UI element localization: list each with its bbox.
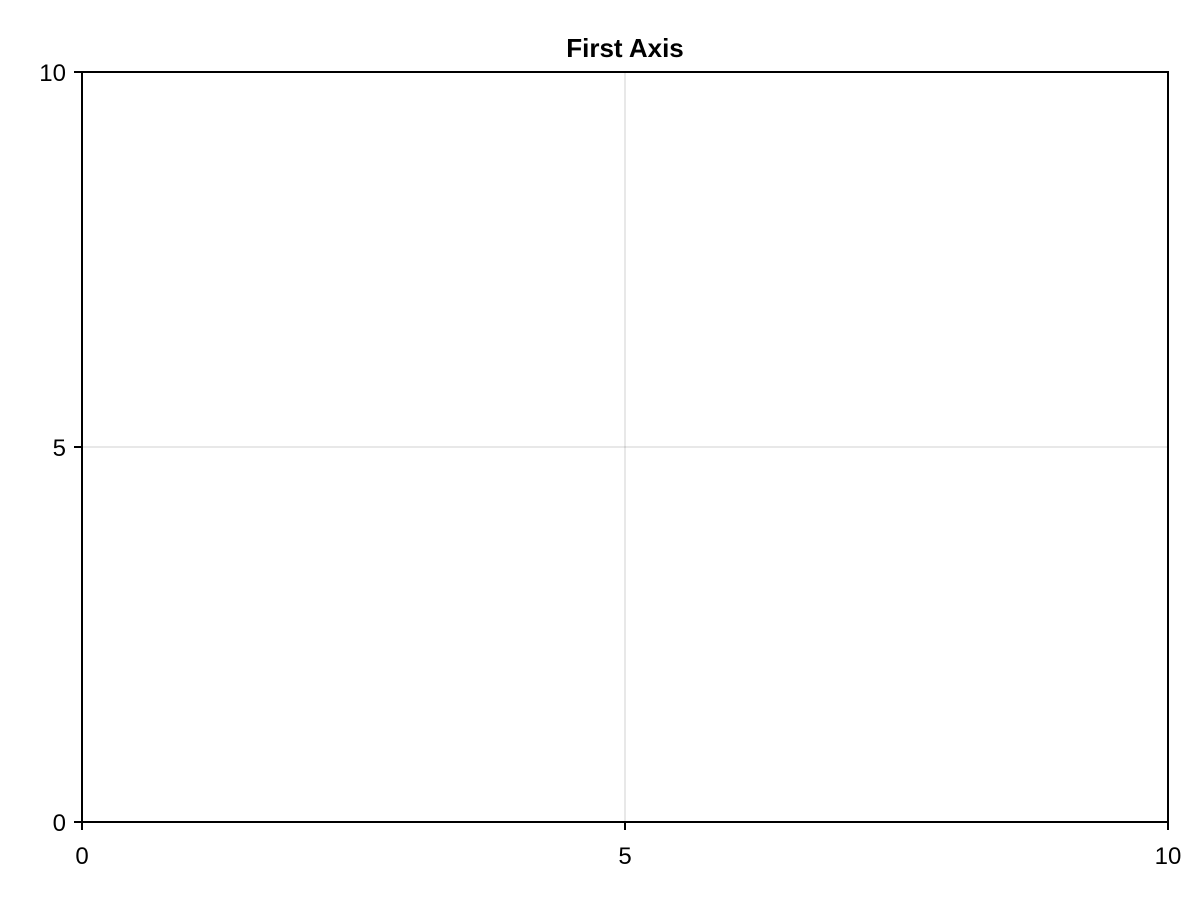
axis-ticks: 0 5 10 0 5 10 <box>39 60 1181 870</box>
y-tick-label: 10 <box>39 60 66 87</box>
x-tick-label: 0 <box>75 843 88 870</box>
x-tick-label: 10 <box>1155 843 1182 870</box>
grid-lines <box>82 72 1168 822</box>
chart-title: First Axis <box>566 33 684 63</box>
y-tick-label: 5 <box>53 435 66 462</box>
y-tick-label: 0 <box>53 810 66 837</box>
x-tick-label: 5 <box>618 843 631 870</box>
